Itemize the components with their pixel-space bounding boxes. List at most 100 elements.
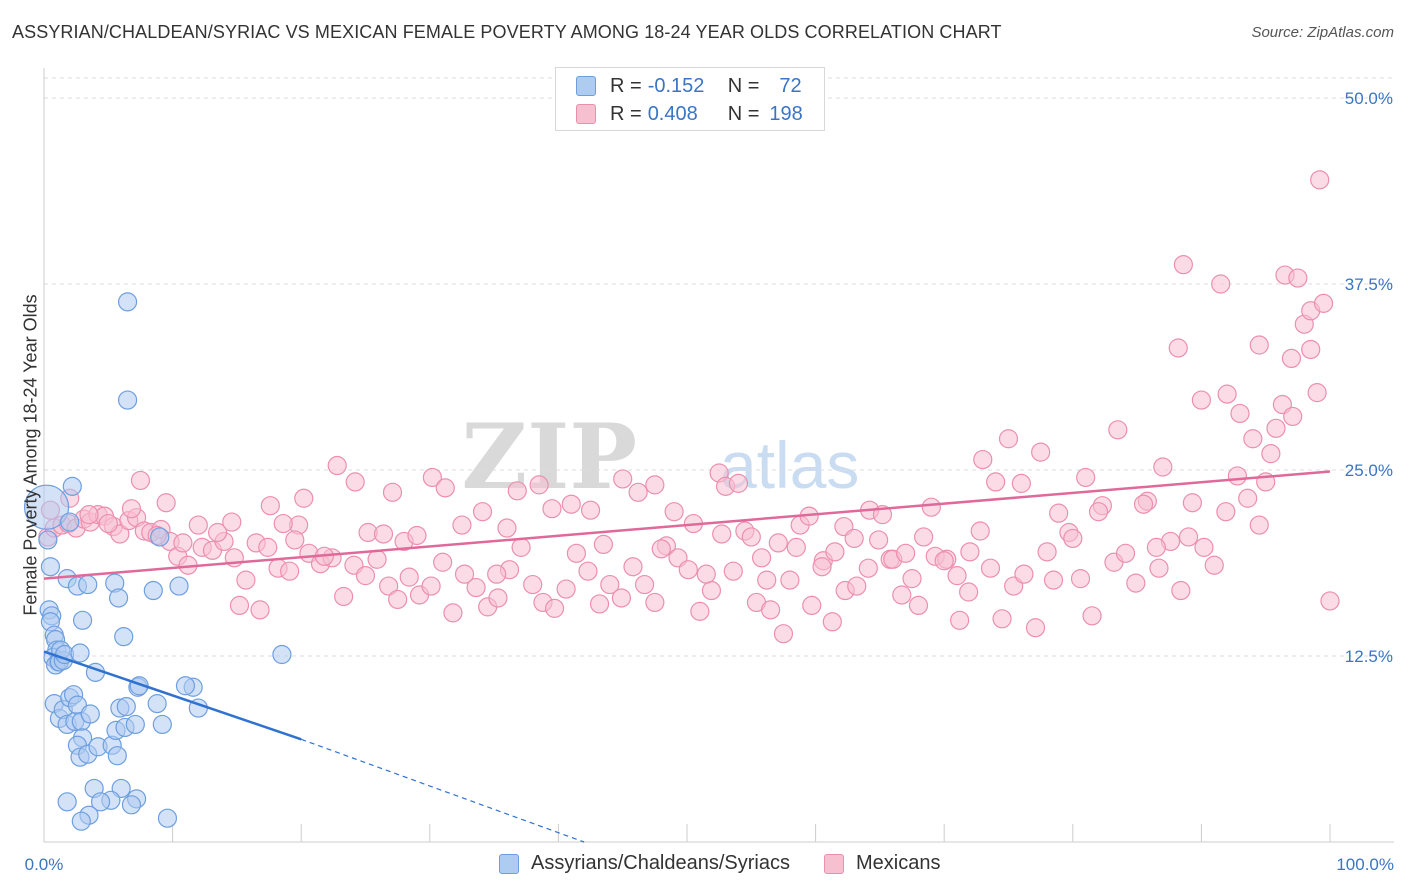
mexicans-point xyxy=(580,500,601,520)
mexicans-point xyxy=(1049,503,1069,523)
legend-item-assyrians[interactable]: Assyrians/Chaldeans/Syriacs xyxy=(499,852,790,875)
mexicans-point xyxy=(1063,528,1083,549)
mexicans-point xyxy=(645,475,665,495)
mexicans-point xyxy=(970,521,990,541)
mexicans-point xyxy=(1025,618,1046,638)
chart-title: ASSYRIAN/CHALDEAN/SYRIAC VS MEXICAN FEMA… xyxy=(12,22,1002,42)
assyrians-trend-line xyxy=(43,650,302,741)
mexicans-point xyxy=(921,497,941,517)
mexicans-point xyxy=(556,579,576,599)
assyrians-trend-extension xyxy=(300,738,585,843)
assyrians-swatch xyxy=(576,76,596,96)
mexicans-point xyxy=(908,595,929,616)
assyrians-point xyxy=(107,746,127,766)
mexicans-point xyxy=(173,533,193,553)
mexicans-point xyxy=(379,576,399,596)
mexicans-point xyxy=(373,524,394,544)
mexicans-point xyxy=(388,589,408,610)
mexicans-point xyxy=(466,577,486,598)
mexicans-point xyxy=(452,515,472,535)
mexicans-point xyxy=(454,564,475,584)
mexicans-point xyxy=(973,449,993,470)
mexicans-point xyxy=(1070,569,1091,589)
mexicans-point xyxy=(497,518,517,538)
mexicans-point xyxy=(561,494,581,514)
mexicans-point xyxy=(645,592,665,613)
mexicans-point xyxy=(1204,555,1224,575)
assyrians-point xyxy=(157,808,178,828)
mexicans-point xyxy=(751,548,772,568)
mexicans-point xyxy=(1238,488,1258,508)
mexicans-point xyxy=(443,603,463,623)
assyrians-point xyxy=(117,292,138,312)
mexicans-point xyxy=(345,472,365,492)
assyrians-point xyxy=(117,390,138,410)
r-label: R = xyxy=(610,102,642,125)
x-tick-label-max: 100.0% xyxy=(1336,855,1394,874)
stats-legend-row-assyrians: R = -0.152 N = 72 xyxy=(576,73,802,99)
mexicans-point xyxy=(1261,444,1281,464)
stats-legend-row-mexicans: R = 0.408 N = 198 xyxy=(576,101,803,127)
legend-item-mexicans[interactable]: Mexicans xyxy=(824,852,940,875)
mexicans-point xyxy=(947,566,967,586)
assyrians-point xyxy=(116,696,136,717)
assyrians-point xyxy=(175,676,196,696)
mexicans-point xyxy=(327,455,347,476)
mexicans-point xyxy=(760,600,781,620)
mexicans-point xyxy=(285,530,305,550)
mexicans-point xyxy=(1014,564,1034,584)
mexicans-point xyxy=(728,473,749,493)
assyrians-point xyxy=(90,792,111,812)
assyrians-point xyxy=(121,795,142,815)
y-tick-label: 12.5% xyxy=(1345,647,1393,666)
mexicans-point xyxy=(1182,493,1202,513)
mexicans-point xyxy=(980,558,1001,578)
mexicans-point xyxy=(1126,573,1146,593)
mexicans-point xyxy=(229,595,250,616)
mexicans-point xyxy=(1076,467,1096,488)
assyrians-point xyxy=(38,530,58,550)
mexicans-point xyxy=(651,539,671,559)
mexicans-point xyxy=(896,543,916,563)
mexicans-point xyxy=(1146,537,1166,557)
mexicans-point xyxy=(600,574,620,595)
n-label: N = xyxy=(727,102,760,125)
watermark-zip: ZIP xyxy=(462,404,637,510)
mexicans-point xyxy=(1227,466,1248,486)
mexicans-point xyxy=(1313,293,1334,313)
assyrians-point xyxy=(80,704,100,724)
mexicans-point xyxy=(236,570,256,590)
mexicans-point xyxy=(757,570,777,590)
mexicans-point xyxy=(1133,494,1154,514)
mexicans-point xyxy=(959,582,979,602)
assyrians-point xyxy=(125,714,145,735)
mexicans-point xyxy=(768,533,788,553)
r-value: -0.152 xyxy=(647,74,705,97)
mexicans-point xyxy=(280,561,300,581)
mexicans-point xyxy=(507,481,527,501)
mexicans-point xyxy=(664,502,684,522)
mexicans-point xyxy=(858,558,878,578)
assyrians-point xyxy=(169,576,189,596)
mexicans-point xyxy=(294,488,314,508)
mexicans-point xyxy=(156,493,176,513)
assyrians-point xyxy=(108,588,129,608)
mexicans-point xyxy=(367,549,387,569)
mexicans-point xyxy=(701,580,722,601)
mexicans-point xyxy=(902,569,922,589)
mexicans-point xyxy=(1266,418,1286,438)
assyrians-point xyxy=(147,694,167,714)
mexicans-point xyxy=(399,567,419,587)
mexicans-point xyxy=(1037,542,1057,562)
mexicans-point xyxy=(1216,502,1236,522)
assyrians-point xyxy=(143,580,163,601)
mexicans-point xyxy=(1149,558,1169,578)
mexicans-point xyxy=(712,524,732,544)
assyrians-point xyxy=(152,714,172,735)
mexicans-point xyxy=(986,472,1006,492)
mexicans-point xyxy=(1168,338,1188,358)
mexicans-point xyxy=(529,475,549,495)
mexicans-point xyxy=(1243,429,1263,449)
mexicans-point xyxy=(812,557,832,577)
mexicans-point xyxy=(1320,591,1340,611)
